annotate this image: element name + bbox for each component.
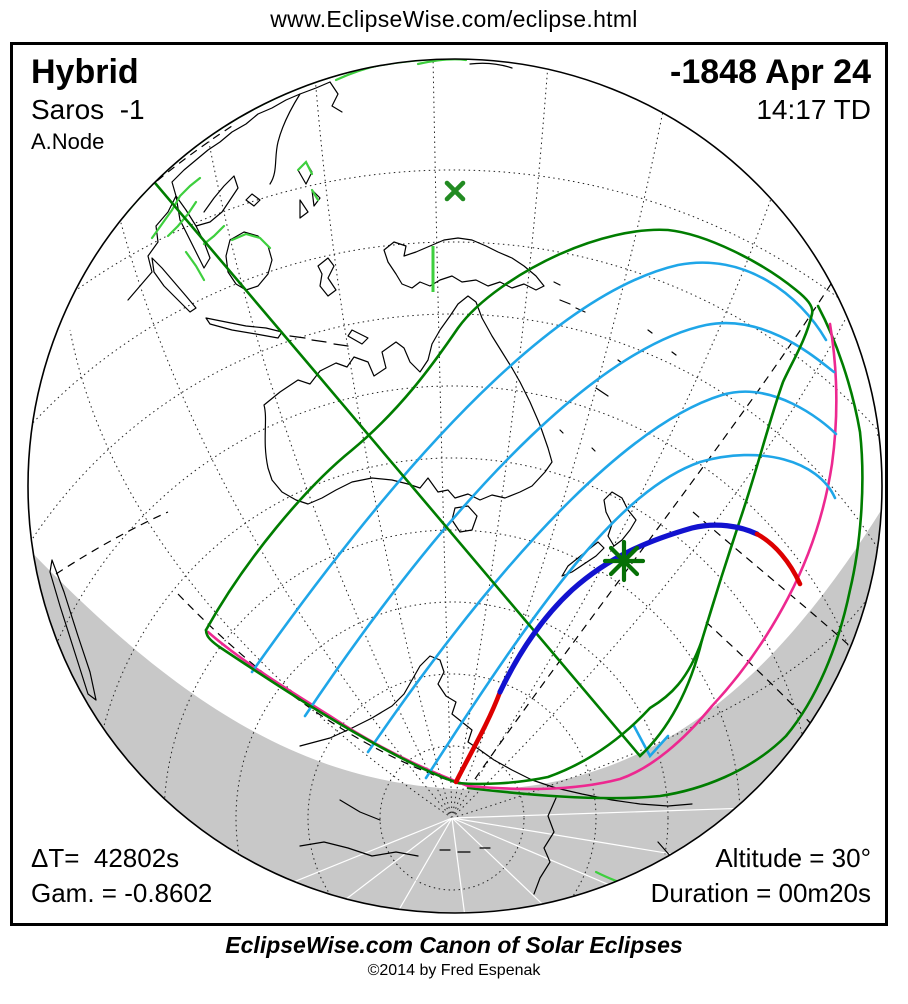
node-label: A.Node — [31, 129, 105, 155]
saros-label: Saros -1 — [31, 94, 145, 126]
copyright-text: ©2014 by Fred Espenak — [367, 962, 541, 979]
eclipse-time: 14:17 TD — [756, 94, 871, 126]
globe-map — [27, 58, 883, 914]
canon-title: EclipseWise.com Canon of Solar Eclipses — [225, 932, 683, 958]
altitude-value: Altitude = 30° — [715, 842, 871, 873]
eclipse-map-panel: Hybrid Saros -1 A.Node -1848 Apr 24 14:1… — [10, 42, 888, 926]
contact-time-curves — [250, 261, 838, 780]
page-url-text: www.EclipseWise.com/eclipse.html — [270, 6, 638, 32]
globe-limb — [27, 58, 883, 914]
central-line-blue — [497, 522, 760, 695]
green-star-marker — [602, 539, 646, 583]
green-x-marker — [444, 180, 466, 202]
dashed-guide-lines — [55, 125, 853, 787]
central-line-red-east — [754, 531, 803, 587]
penumbra-limit-loop — [28, 59, 814, 758]
eclipse-type-label: Hybrid — [31, 53, 139, 91]
central-line-red-south — [453, 689, 503, 785]
duration-value: Duration = 00m20s — [650, 877, 871, 908]
delta-t-value: ΔT= 42802s — [31, 842, 180, 873]
eclipse-date: -1848 Apr 24 — [670, 53, 871, 91]
coastlines — [49, 59, 693, 895]
penumbra-outer-limit-east — [466, 304, 864, 800]
gamma-value: Gam. = -0.8602 — [31, 877, 213, 908]
